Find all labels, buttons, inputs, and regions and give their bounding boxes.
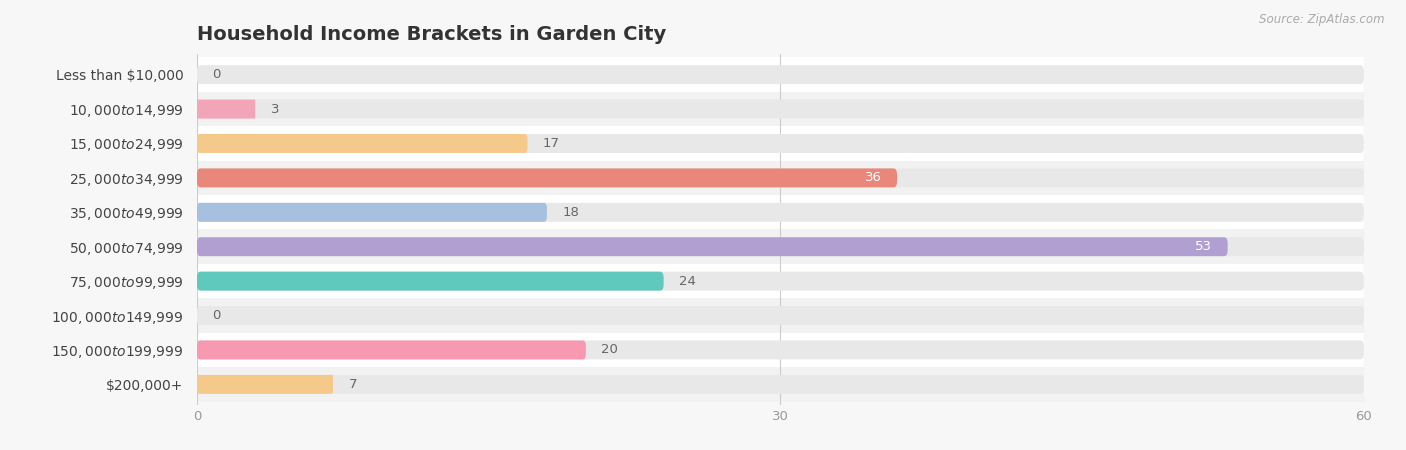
FancyBboxPatch shape [197,237,1227,256]
FancyBboxPatch shape [197,341,586,360]
Bar [197,195,1364,230]
Bar [197,58,1364,92]
FancyBboxPatch shape [197,272,664,291]
Text: 0: 0 [212,309,221,322]
FancyBboxPatch shape [197,203,547,222]
Bar [197,264,1364,298]
Text: 20: 20 [602,343,619,356]
Text: Household Income Brackets in Garden City: Household Income Brackets in Garden City [197,25,666,44]
FancyBboxPatch shape [197,99,256,118]
FancyBboxPatch shape [197,168,897,187]
Text: 17: 17 [543,137,560,150]
FancyBboxPatch shape [197,341,1364,360]
FancyBboxPatch shape [197,203,1364,222]
Text: Source: ZipAtlas.com: Source: ZipAtlas.com [1260,14,1385,27]
FancyBboxPatch shape [197,237,1364,256]
Bar [197,333,1364,367]
Text: 7: 7 [349,378,357,391]
FancyBboxPatch shape [197,375,1364,394]
Bar [197,298,1364,333]
Text: 53: 53 [1195,240,1212,253]
Text: 36: 36 [865,171,882,184]
FancyBboxPatch shape [197,306,1364,325]
FancyBboxPatch shape [197,134,527,153]
FancyBboxPatch shape [197,99,1364,118]
Bar [197,367,1364,401]
FancyBboxPatch shape [197,168,1364,187]
Bar [197,161,1364,195]
FancyBboxPatch shape [197,134,1364,153]
Bar [197,126,1364,161]
Bar [197,230,1364,264]
FancyBboxPatch shape [197,272,1364,291]
Bar [197,92,1364,126]
Text: 3: 3 [271,103,280,116]
Text: 0: 0 [212,68,221,81]
FancyBboxPatch shape [197,375,333,394]
FancyBboxPatch shape [197,65,1364,84]
Text: 18: 18 [562,206,579,219]
Text: 24: 24 [679,274,696,288]
